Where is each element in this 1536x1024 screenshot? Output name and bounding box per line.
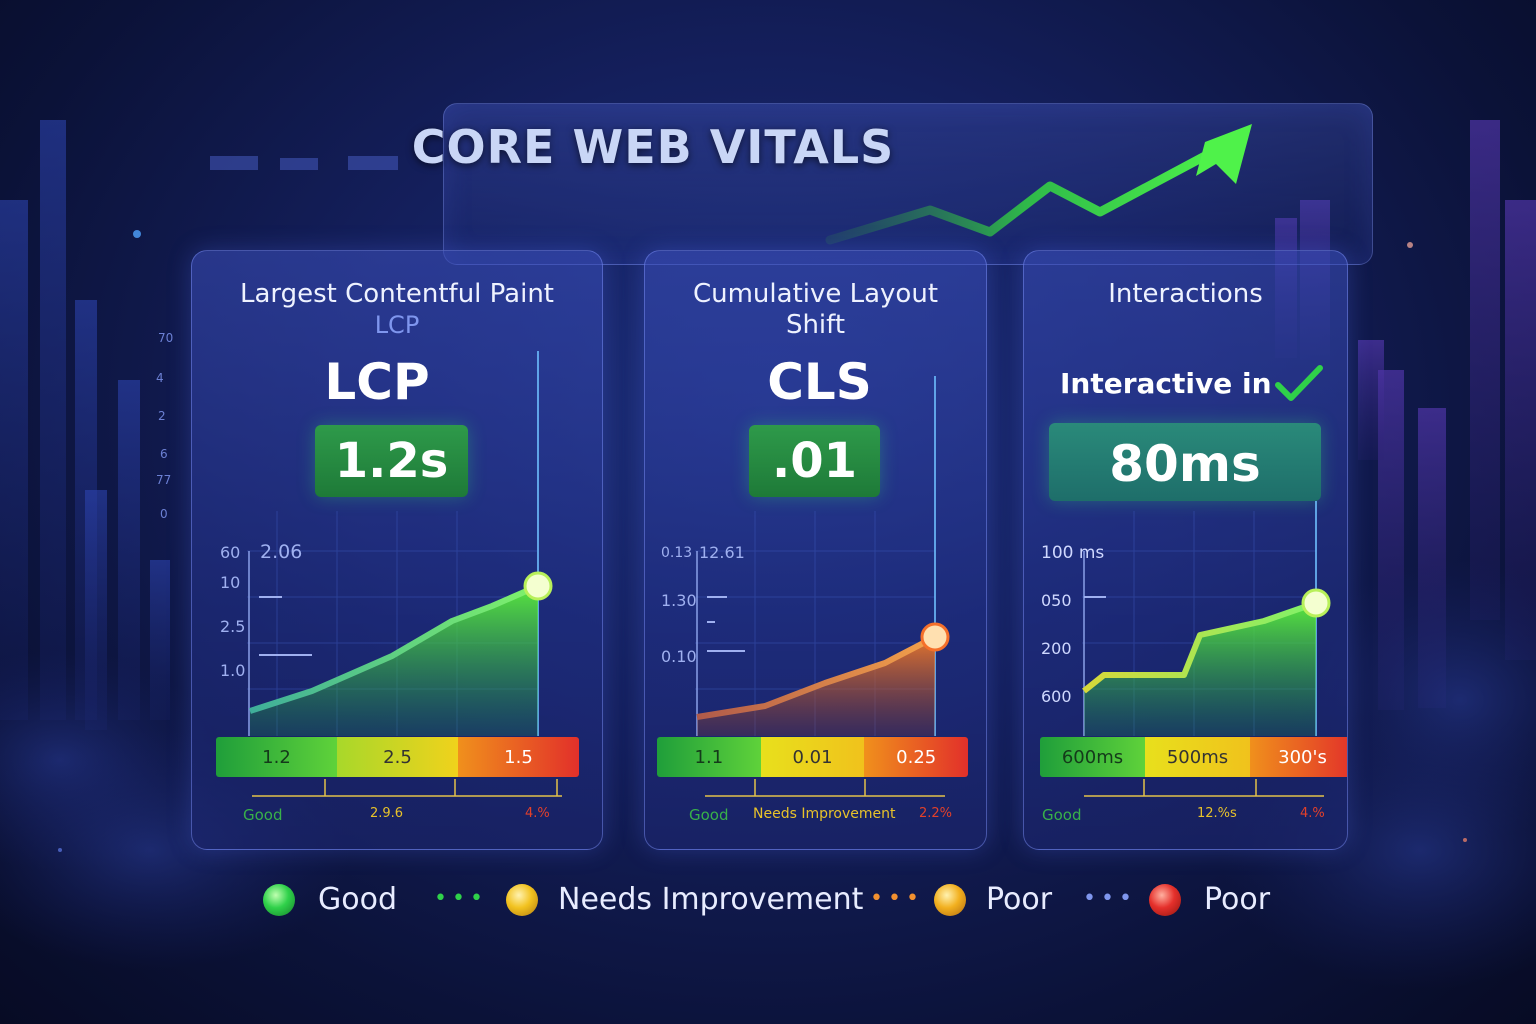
cls-seg-good: 1.1 [657, 737, 761, 777]
interactions-threshold-bar: 600ms 500ms 300's [1040, 737, 1347, 777]
cls-threshold-bar: 1.1 0.01 0.25 [657, 737, 968, 777]
cls-ylabel-2: 1.30 [661, 591, 697, 610]
checkmark-icon [1275, 365, 1323, 401]
svg-text:6: 6 [160, 447, 168, 461]
lcp-threshold-bar: 1.2 2.5 1.5 [216, 737, 579, 777]
lcp-card: Largest Contentful Paint LCP LCP 1.2s [191, 250, 603, 850]
svg-text:0: 0 [160, 507, 168, 521]
legend-separator: ••• [1083, 886, 1137, 911]
cls-chart [695, 376, 950, 797]
interactions-ylabel-2: 200 [1041, 639, 1072, 658]
lcp-seg-needs: 2.5 [337, 737, 458, 777]
legend-needs-dot-icon [506, 884, 538, 916]
cls-card-title-line1: Cumulative Layout [692, 279, 939, 309]
interactions-ylabel-0: 100 ms [1041, 543, 1105, 563]
interactions-seg-poor: 300's [1250, 737, 1347, 777]
svg-text:77: 77 [156, 473, 171, 487]
lcp-ylabel-2: 10 [220, 573, 241, 592]
svg-text:4: 4 [156, 371, 164, 385]
legend-separator: ••• [870, 886, 924, 911]
legend-poor-red-dot-icon [1149, 884, 1181, 916]
lcp-card-title: Largest Contentful Paint [239, 279, 555, 309]
legend-good-dot-icon [263, 884, 295, 916]
cls-seg-poor: 0.25 [864, 737, 968, 777]
cls-seg-needs: 0.01 [760, 737, 865, 777]
interactions-footer-poor: 4.% [1300, 806, 1325, 821]
cls-footer-good: Good [689, 806, 729, 824]
cls-footer-needs: Needs Improvement [753, 806, 896, 822]
cls-card: Cumulative Layout Shift CLS .01 [644, 250, 987, 850]
cls-ylabel-3: 0.10 [661, 647, 697, 666]
lcp-card-subtitle: LCP [374, 311, 420, 339]
svg-text:2: 2 [158, 409, 166, 423]
lcp-ylabel-4: 1.0 [220, 661, 246, 680]
interactions-card-title: Interactions [1108, 279, 1263, 309]
interactions-chart [1082, 501, 1331, 797]
cls-ylabel-1: 12.61 [699, 543, 745, 562]
page-title: CORE WEB VITALS [411, 120, 895, 174]
legend-good-label: Good [318, 882, 397, 917]
lcp-seg-poor: 1.5 [458, 737, 579, 777]
interactions-ylabel-1: 050 [1041, 591, 1072, 610]
lcp-metric-name: LCP [324, 353, 430, 411]
legend-poor-label-2: Poor [1204, 882, 1271, 917]
cls-ylabel-0: 0.13 [661, 545, 693, 561]
lcp-seg-good: 1.2 [216, 737, 337, 777]
lcp-footer-needs: 2.9.6 [370, 806, 404, 821]
cls-footer-poor: 2.2% [919, 806, 953, 821]
cls-metric-name: CLS [767, 353, 872, 411]
lcp-ylabel-3: 2.5 [220, 617, 246, 636]
lcp-value-badge: 1.2s [315, 425, 468, 497]
interactions-value-badge: 80ms [1049, 423, 1321, 501]
interactions-seg-needs: 500ms [1145, 737, 1250, 777]
svg-text:70: 70 [158, 331, 173, 345]
legend: Good ••• Needs Improvement ••• Poor ••• … [0, 878, 1536, 928]
lcp-ylabel-1: 2.06 [260, 541, 303, 563]
cls-card-title-line2: Shift [785, 310, 846, 340]
lcp-chart [247, 351, 562, 797]
lcp-footer-poor: 4.% [525, 806, 550, 821]
lcp-ylabel-0: 60 [220, 543, 241, 562]
interactions-ylabel-3: 600 [1041, 687, 1072, 706]
interactions-card: Interactions Interactive in 80ms [1023, 250, 1348, 850]
interactions-footer-needs: 12.%s [1197, 806, 1237, 821]
legend-needs-label: Needs Improvement [558, 882, 864, 917]
legend-poor-label-1: Poor [986, 882, 1053, 917]
cls-value-badge: .01 [749, 425, 880, 497]
interactions-seg-good: 600ms [1040, 737, 1145, 777]
lcp-footer-good: Good [243, 806, 283, 824]
interactions-metric-name: Interactive in [1060, 367, 1272, 400]
interactions-footer-good: Good [1042, 806, 1082, 824]
legend-poor-orange-dot-icon [934, 884, 966, 916]
legend-separator: ••• [434, 886, 488, 911]
